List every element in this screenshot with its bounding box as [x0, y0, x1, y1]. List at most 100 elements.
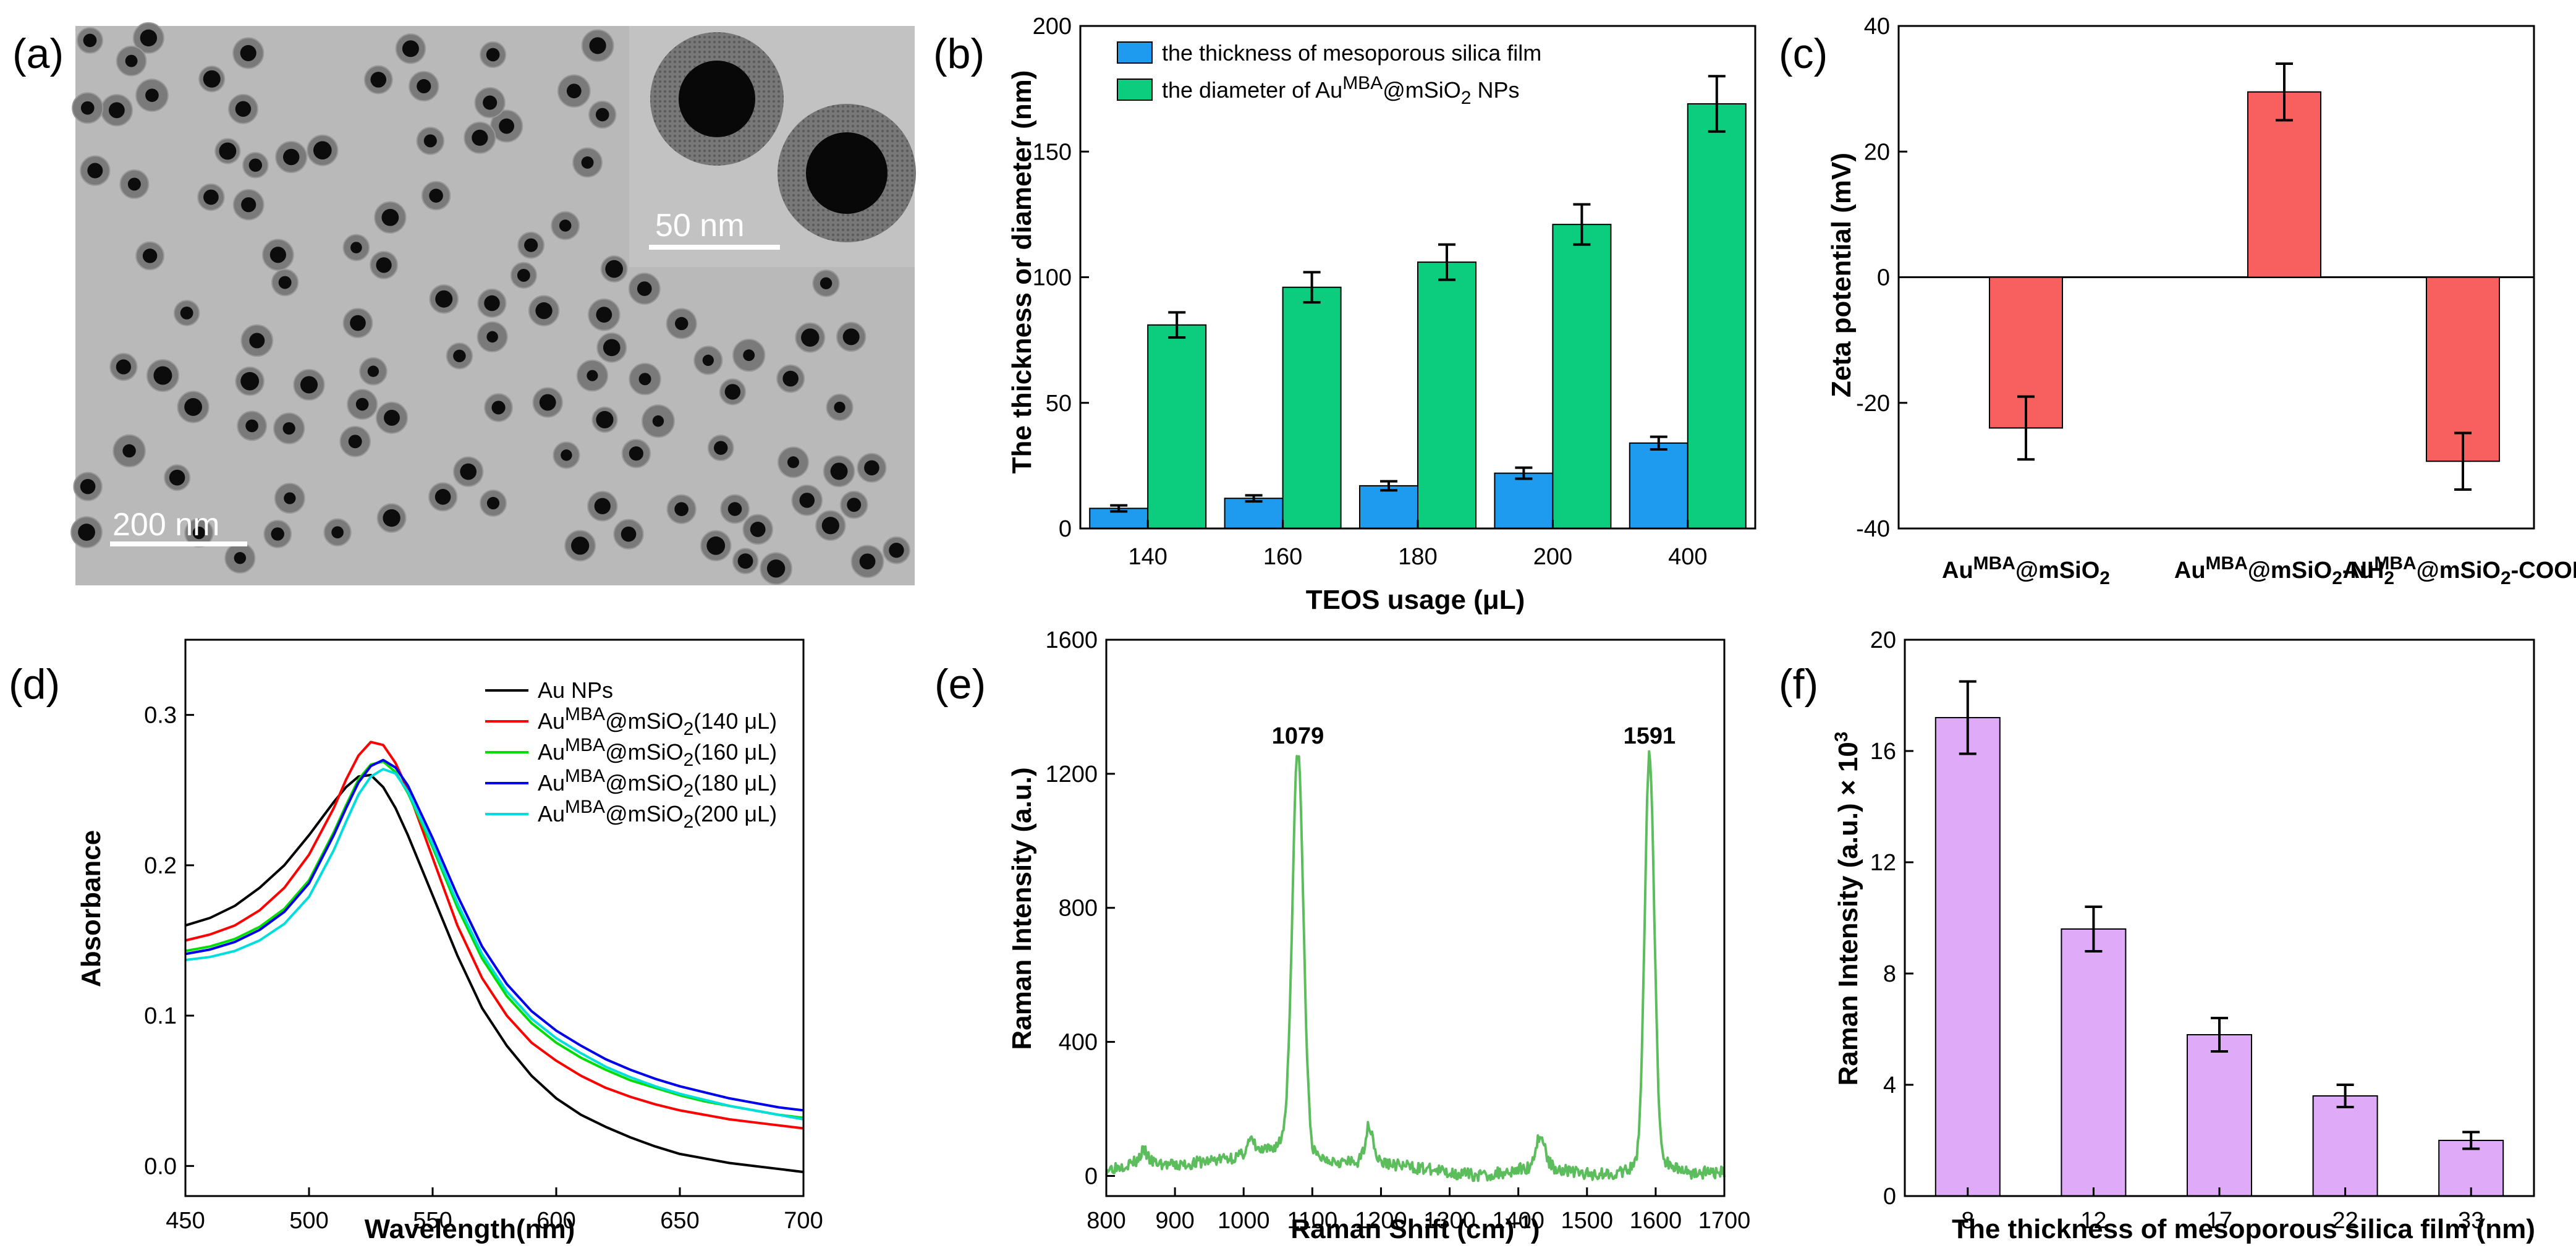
x-tick-label: 900 — [1155, 1208, 1194, 1234]
y-tick-label: 0 — [1883, 1184, 1896, 1210]
chart-e-axes: 800 900 1000 1100 1200 1300 1400 1500 1600 1700 0 4… — [1045, 627, 1750, 1234]
tem-particle-core — [750, 522, 766, 537]
x-tick-label: 22 — [2332, 1208, 2358, 1234]
tem-particle-core — [240, 371, 260, 391]
y-tick-label: 0.0 — [144, 1153, 177, 1179]
legend-label-thickness: the thickness of mesoporous silica film — [1162, 40, 1541, 66]
tem-particle-core — [460, 463, 477, 480]
tem-particle-core — [348, 435, 362, 449]
tem-inset: 50 nm — [629, 26, 916, 267]
tem-particle-core — [142, 248, 158, 263]
chart-f-marks — [1934, 680, 2504, 1197]
chart-c-axes: -40 -20 0 20 40 — [1856, 14, 1907, 542]
y-tick-label: 1200 — [1045, 762, 1098, 787]
chart-d-legend: Au NPs AuMBA@mSiO2(140 μL) AuMBA@mSiO2(1… — [485, 677, 777, 832]
tem-particle-core — [370, 72, 387, 88]
y-tick-label: 16 — [1870, 739, 1896, 765]
legend-swatch-diameter — [1117, 78, 1153, 101]
tem-particle-core — [559, 219, 572, 232]
tem-particle-core — [486, 496, 500, 510]
tem-particle-core — [675, 316, 688, 331]
tem-particle-core — [484, 295, 500, 312]
tem-particle-core — [629, 446, 643, 461]
tem-particle-core — [859, 553, 876, 570]
legend-label-140: AuMBA@mSiO2(140 μL) — [538, 704, 777, 739]
tem-particle-core — [145, 88, 159, 103]
tem-particle-core — [127, 177, 141, 191]
tem-particle-core — [830, 462, 848, 480]
x-tick-label: 1100 — [1287, 1208, 1337, 1234]
tem-particle-core — [587, 370, 598, 381]
tem-particle-core — [219, 142, 237, 160]
chart-b-marks — [1089, 75, 1747, 530]
tem-particle-core — [248, 158, 263, 172]
main-scale-label: 200 nm — [112, 507, 219, 543]
x-tick-label: 650 — [660, 1208, 699, 1234]
tem-particle-core — [192, 526, 206, 540]
tem-particle-core — [78, 524, 95, 541]
x-tick-label: 1000 — [1218, 1208, 1270, 1234]
absorbance-line-0 — [185, 773, 804, 1174]
chart-b-legend: the thickness of mesoporous silica film … — [1117, 40, 1541, 108]
panel-label-c: (c) — [1779, 30, 1828, 77]
x-tick-label: 500 — [289, 1208, 328, 1234]
panel-e: (e) 1079 1591 800 900 1000 1100 1200 1300 1400 1… — [934, 627, 1750, 1244]
y-tick-label: 0.1 — [144, 1003, 177, 1029]
chart-d-axes: 450 500 550 600 650 700 0.0 0.1 0.2 0.3 — [144, 703, 823, 1234]
chart-b-axes: 140 160 180 200 400 0 50 100 150 200 — [1033, 14, 1708, 570]
panel-b: (b) 140 160 180 200 400 0 50 100 150 200 the thic… — [933, 14, 1756, 615]
tem-particle-core — [417, 78, 431, 94]
tem-particle-core — [594, 498, 611, 514]
bar-thickness — [1494, 472, 1554, 530]
chart-d-marks — [185, 740, 804, 1174]
x-tick-label: 140 — [1128, 544, 1167, 570]
x-tick-label: 1600 — [1630, 1208, 1682, 1234]
bar-diameter — [1552, 224, 1612, 529]
tem-particle-core — [381, 208, 399, 226]
tem-particle-core — [234, 552, 247, 564]
c-category-label: AuMBA@mSiO2-NH2 — [2174, 553, 2394, 588]
tem-particle-core — [453, 349, 466, 363]
chart-e-ylabel: Raman Intensity (a.u.) — [1007, 767, 1037, 1050]
inset-particle-core — [679, 61, 755, 137]
tem-particle-core — [821, 517, 839, 535]
x-tick-label: 800 — [1087, 1208, 1125, 1234]
x-tick-label: 160 — [1263, 544, 1302, 570]
legend-label-180: AuMBA@mSiO2(180 μL) — [538, 766, 777, 801]
tem-particle-core — [491, 401, 506, 415]
tem-particle-core — [595, 108, 609, 122]
y-tick-label: 50 — [1046, 391, 1072, 417]
panel-c: (c) -40 -20 0 20 40 Zeta potential (mV) AuMB… — [1779, 14, 2576, 588]
c-category-label: AuMBA@mSiO2 — [1942, 553, 2110, 588]
panel-label-b: (b) — [933, 30, 985, 77]
tem-particle-core — [80, 101, 95, 115]
tem-particle-core — [435, 290, 453, 308]
tem-particle-core — [402, 40, 419, 57]
x-tick-label: 700 — [784, 1208, 823, 1234]
tem-particle-core — [271, 527, 284, 541]
bar-zeta — [2247, 91, 2321, 278]
chart-e-xlabel: Raman Shift (cm)-1) — [1290, 1212, 1540, 1244]
tem-particle-core — [702, 354, 714, 367]
tem-particle-core — [108, 102, 125, 119]
bar-raman-intensity — [1934, 717, 2001, 1197]
y-tick-label: 0.3 — [144, 703, 177, 729]
panel-label-e: (e) — [934, 661, 986, 708]
tem-particle-core — [486, 48, 500, 62]
y-tick-label: 40 — [1864, 14, 1890, 40]
tem-particle-core — [429, 189, 443, 203]
x-tick-label: 1700 — [1698, 1208, 1751, 1234]
tem-particle-core — [203, 189, 219, 205]
absorbance-line-3 — [185, 758, 804, 1112]
absorbance-line-1 — [185, 740, 804, 1130]
tem-particle-core — [383, 509, 400, 527]
tem-particle-core — [724, 384, 741, 400]
legend-swatch-thickness — [1117, 41, 1153, 64]
legend-label-160: AuMBA@mSiO2(160 μL) — [538, 735, 777, 770]
x-tick-label: 12 — [2080, 1208, 2106, 1234]
tem-particle-core — [434, 488, 451, 505]
x-tick-label: 550 — [413, 1208, 452, 1234]
bar-raman-intensity — [2061, 928, 2127, 1197]
chart-f-xlabel: The thickness of mesoporous silica film … — [1952, 1214, 2535, 1244]
